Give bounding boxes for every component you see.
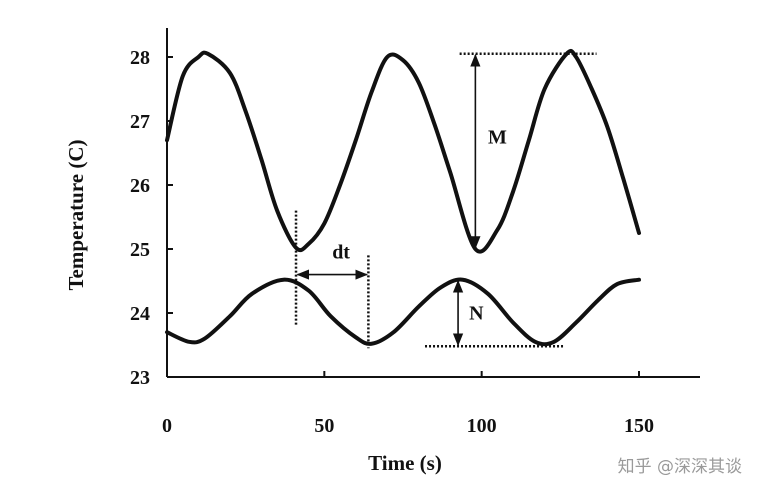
series-line-lower: [165, 277, 641, 347]
x-tick-label: 150: [624, 415, 654, 437]
x-tick-label: 0: [162, 415, 172, 437]
axes: [166, 28, 700, 378]
y-tick-label: 26: [130, 175, 150, 197]
annotation-M: M: [488, 126, 507, 148]
annotation-labels: M Ndt: [332, 126, 507, 324]
y-axis-label: Temperature (C): [64, 139, 88, 290]
annotation-marks: [294, 52, 597, 349]
y-tick-label: 28: [130, 47, 150, 69]
x-axis-label: Time (s): [368, 451, 442, 475]
curves: [165, 48, 641, 347]
annotation-N: N: [469, 302, 484, 324]
ticks: 0 50 100 150 23 24 25 26 27 28: [130, 47, 654, 437]
series-line-upper: [165, 48, 641, 254]
annotation-dt: dt: [332, 242, 350, 264]
y-tick-label: 25: [130, 239, 150, 261]
y-tick-label: 23: [130, 367, 150, 389]
y-tick-label: 24: [130, 303, 150, 325]
y-tick-label: 27: [130, 111, 150, 133]
x-tick-label: 100: [467, 415, 497, 437]
x-tick-label: 50: [314, 415, 334, 437]
watermark: 知乎 @深深其谈: [618, 457, 742, 477]
